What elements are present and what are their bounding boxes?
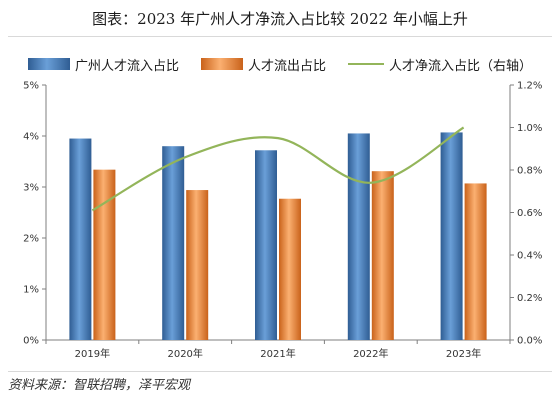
right-axis-tick-label: 0.2%	[517, 293, 542, 304]
source-divider	[8, 371, 552, 372]
bar-outflow	[464, 183, 487, 340]
left-axis-tick-label: 5%	[23, 81, 39, 92]
left-axis-tick-label: 0%	[23, 336, 39, 347]
x-axis-tick-label: 2020年	[167, 347, 202, 360]
legend-label-outflow: 人才流出占比	[247, 58, 326, 74]
left-axis-tick-label: 4%	[23, 132, 39, 143]
bar-outflow	[93, 169, 116, 340]
x-axis-tick-label: 2023年	[446, 347, 481, 360]
chart-legend: 广州人才流入占比 人才流出占比 人才净流入占比（右轴）	[0, 54, 560, 74]
bar-outflow	[371, 171, 394, 340]
legend-item-net: 人才净流入占比（右轴）	[348, 55, 532, 74]
bar-inflow	[347, 133, 370, 340]
legend-label-net: 人才净流入占比（右轴）	[389, 58, 533, 74]
x-axis-tick-label: 2021年	[260, 347, 295, 360]
x-axis-tick-label: 2019年	[75, 347, 110, 360]
bar-inflow	[440, 132, 463, 340]
chart-title: 图表：2023 年广州人才净流入占比较 2022 年小幅上升	[92, 10, 468, 28]
legend-swatch-inflow	[27, 58, 70, 70]
left-axis-tick-label: 2%	[23, 234, 39, 245]
right-axis-tick-label: 0.6%	[517, 208, 542, 219]
bar-inflow	[255, 150, 277, 340]
right-axis-tick-label: 0.8%	[517, 166, 542, 177]
source-note: 资料来源：智联招聘，泽平宏观	[8, 378, 191, 393]
x-axis-tick-label: 2022年	[353, 347, 388, 360]
legend-item-outflow: 人才流出占比	[200, 55, 326, 74]
bar-outflow	[279, 198, 301, 340]
right-axis-tick-label: 0.4%	[517, 251, 542, 262]
legend-item-inflow: 广州人才流入占比	[27, 55, 179, 74]
right-axis-tick-label: 1.0%	[517, 123, 542, 134]
legend-label-inflow: 广州人才流入占比	[74, 58, 179, 74]
left-axis-tick-label: 1%	[23, 285, 39, 296]
bar-inflow	[69, 138, 92, 340]
bar-outflow	[186, 190, 209, 340]
right-axis-tick-label: 0.0%	[517, 336, 542, 347]
legend-swatch-outflow	[200, 58, 243, 70]
legend-swatch-net	[348, 63, 384, 65]
left-axis-tick-label: 3%	[23, 183, 39, 194]
bar-inflow	[162, 146, 185, 340]
line-net-inflow	[91, 126, 465, 212]
title-divider	[8, 36, 552, 37]
right-axis-tick-label: 1.2%	[517, 81, 542, 92]
